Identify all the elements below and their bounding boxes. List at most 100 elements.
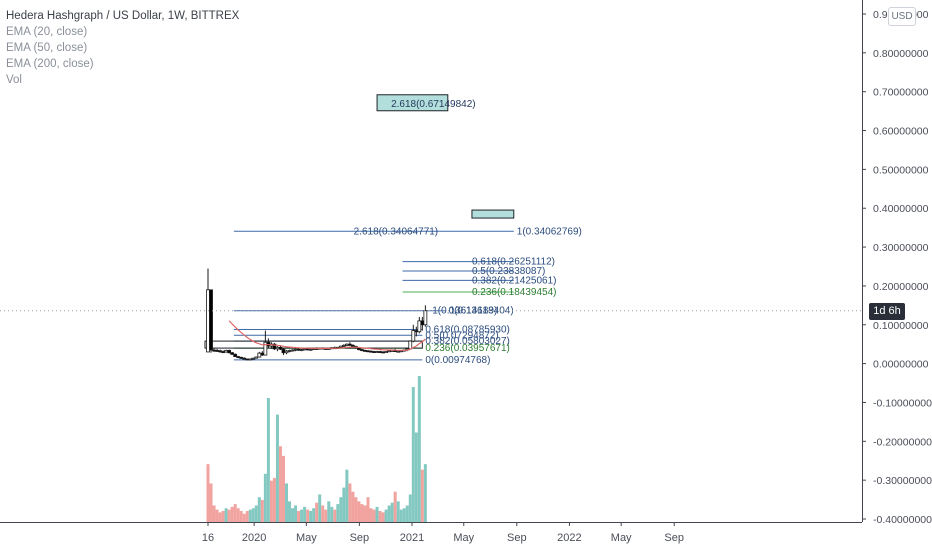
x-tick-label: 2020 <box>242 532 266 544</box>
volume-bar <box>215 509 219 522</box>
volume-bar <box>230 506 234 522</box>
volume-bar <box>417 376 421 522</box>
candle-body <box>351 344 355 347</box>
fib-label: 0.236(0.03957671) <box>425 343 510 354</box>
candle-body <box>224 350 229 353</box>
fib-label: 2.618(0.34064771) <box>354 226 439 237</box>
volume-bar <box>414 432 418 522</box>
volume-bar <box>288 501 292 522</box>
y-tick-label: -0.20000000 <box>873 436 932 448</box>
candle-body <box>341 344 346 347</box>
volume-bar <box>324 509 328 522</box>
candle-body <box>230 352 235 355</box>
volume-bar <box>408 494 412 522</box>
volume-bar <box>294 505 298 522</box>
candle-body <box>360 349 364 352</box>
volume-bar <box>260 499 264 522</box>
candle-body <box>296 348 301 351</box>
fib-label: 0.618(0.26251112) <box>472 257 555 268</box>
volume-bar <box>269 480 273 522</box>
legend-ema200[interactable]: EMA (200, close) <box>6 58 94 70</box>
volume-bar <box>309 510 313 522</box>
volume-bar <box>405 505 409 522</box>
fib-extension-box <box>471 209 515 219</box>
x-tick-label: May <box>453 532 474 544</box>
ema-line <box>228 320 426 351</box>
x-tick-label: 16 <box>202 532 214 544</box>
y-tick-label: 0.60000000 <box>873 126 929 138</box>
candle-body <box>263 341 268 356</box>
volume-bar <box>284 483 288 522</box>
x-tick-label: 2022 <box>557 532 581 544</box>
candle-body <box>372 351 376 353</box>
candle-body <box>417 320 422 333</box>
volume-bar <box>378 510 382 522</box>
currency-button[interactable]: USD <box>888 7 916 26</box>
volume-bar <box>321 505 325 522</box>
volume-bar <box>399 509 403 522</box>
candle-body <box>366 350 370 353</box>
volume-bar <box>300 509 304 522</box>
volume-bar <box>239 510 243 522</box>
volume-bar <box>333 509 337 522</box>
volume-bar <box>254 505 258 522</box>
x-tick-label: Sep <box>507 532 527 544</box>
candle-body <box>254 356 259 359</box>
volume-bar <box>212 505 216 522</box>
volume-bar <box>360 504 364 522</box>
volume-bar <box>218 512 222 522</box>
candle-body <box>338 345 343 348</box>
volume-bar <box>354 497 358 522</box>
x-tick-label: May <box>296 532 317 544</box>
chart-title[interactable]: Hedera Hashgraph / US Dollar, 1W, BITTRE… <box>6 10 240 22</box>
candle-body <box>384 351 389 353</box>
candle-body <box>369 350 373 353</box>
volume-bar <box>375 506 379 522</box>
volume-bar <box>306 509 310 522</box>
candle-body <box>248 358 253 361</box>
legend-ema20[interactable]: EMA (20, close) <box>6 26 88 38</box>
volume-bar <box>336 504 340 522</box>
volume-bar <box>411 387 415 522</box>
volume-bar <box>387 505 391 522</box>
volume-bar <box>236 508 240 522</box>
y-tick-label: 0.20000000 <box>873 281 929 293</box>
candle-body <box>347 343 352 346</box>
volume-bar <box>345 469 349 522</box>
volume-bar <box>381 512 385 522</box>
y-tick-label: -0.40000000 <box>873 514 932 526</box>
volume-bar <box>281 455 285 522</box>
volume-bar <box>357 501 361 522</box>
candle-body <box>251 357 256 360</box>
legend-ema50[interactable]: EMA (50, close) <box>6 42 88 54</box>
volume-bar <box>315 502 319 522</box>
candle-body <box>227 350 232 354</box>
fib-label: 2.618(0.67149842) <box>391 99 476 110</box>
fib-label: 1(0.34062769) <box>517 226 582 237</box>
volume-bar <box>209 483 213 522</box>
candle-body <box>284 350 289 354</box>
volume-bar <box>327 501 331 522</box>
volume-bar <box>318 494 322 522</box>
volume-bar <box>257 497 261 522</box>
legend-vol[interactable]: Vol <box>6 74 22 86</box>
volume-bar <box>420 469 424 522</box>
fib-label: 0.5(0.23838087) <box>472 266 545 277</box>
candle-body <box>302 348 307 351</box>
candle-body <box>281 348 286 354</box>
volume-bar <box>312 508 316 522</box>
volume-bar <box>384 509 388 522</box>
bar-countdown-badge: 1d 6h <box>869 303 905 320</box>
candle-body <box>305 348 310 351</box>
candle-body <box>414 330 419 333</box>
volume-bar <box>339 497 343 522</box>
candle-body <box>357 347 361 351</box>
volume-bar <box>396 501 400 522</box>
volume-bar <box>363 505 367 522</box>
volume-bar <box>224 508 228 522</box>
candle-body <box>233 353 238 358</box>
volume-bar <box>330 506 334 522</box>
y-tick-label: 0.50000000 <box>873 164 929 176</box>
candle-body <box>272 343 277 350</box>
